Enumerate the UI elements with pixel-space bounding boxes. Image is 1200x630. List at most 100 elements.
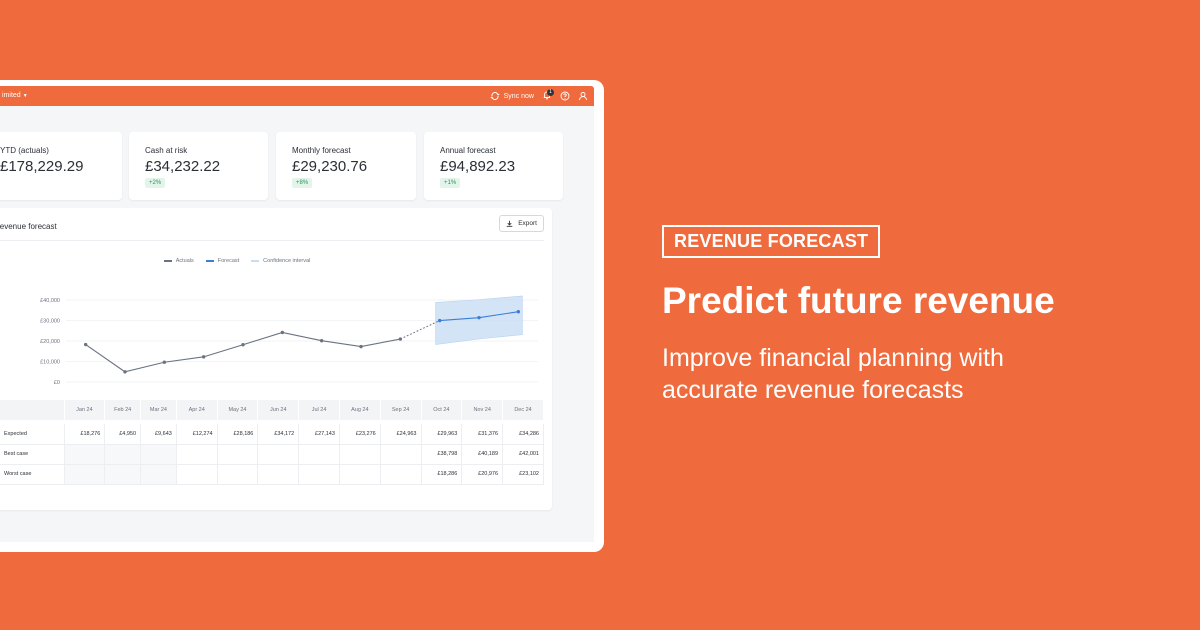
row-label: Expected [0, 424, 65, 445]
table-cell [64, 464, 106, 485]
y-tick-label: £20,000 [40, 339, 60, 345]
notification-badge: 1 [547, 89, 554, 96]
table-cell: £31,376 [461, 424, 504, 445]
table-cell: £28,186 [217, 424, 259, 445]
table-cell [176, 444, 218, 465]
forecast-connector [400, 320, 440, 340]
forecast-point [437, 318, 442, 323]
y-tick-label: £40,000 [40, 298, 60, 304]
table-cell [257, 444, 300, 465]
y-tick-label: £30,000 [40, 319, 60, 325]
table-header-cell: Oct 24 [421, 400, 463, 420]
kpi-change-badge: +8% [292, 178, 313, 188]
divider [0, 240, 544, 241]
table-cell: £34,172 [257, 424, 300, 445]
table-cell: £4,950 [104, 424, 142, 445]
forecast-table: Jan 24 Feb 24 Mar 24 Apr 24 May 24 Jun 2… [0, 400, 544, 485]
export-label: Export [518, 220, 537, 227]
table-cell [104, 444, 142, 465]
legend-item-confidence[interactable]: Confidence interval [251, 258, 310, 264]
table-cell [380, 444, 422, 465]
table-header-cell: Jan 24 [64, 400, 106, 420]
hero-headline: Predict future revenue [662, 280, 1055, 321]
forecast-point [477, 315, 481, 320]
table-cell: £9,643 [140, 424, 177, 445]
hero-subheadline: Improve financial planning with accurate… [662, 344, 1004, 404]
actuals-point [201, 355, 206, 359]
chart-legend: Actuals Forecast Confidence interval [0, 258, 552, 264]
kpi-value: £94,892.23 [440, 158, 516, 175]
table-header-cell: Aug 24 [339, 400, 381, 420]
table-cell [104, 464, 142, 485]
legend-label: Forecast [217, 258, 240, 264]
table-cell: £18,276 [64, 424, 106, 445]
table-cell: £20,976 [461, 464, 504, 485]
table-cell: £24,963 [380, 424, 422, 445]
table-cell [257, 464, 300, 485]
app-screen: imited ▼ Sync now [0, 86, 594, 542]
table-cell [298, 464, 340, 485]
kpi-value: £34,232.22 [145, 158, 221, 175]
legend-swatch [251, 260, 260, 262]
table-cell [339, 464, 381, 485]
kpi-card-cash-at-risk: Cash at risk £34,232.22 +2% [129, 132, 268, 200]
help-icon[interactable] [560, 91, 570, 101]
actuals-line [85, 331, 401, 373]
actuals-point [241, 343, 245, 347]
table-header-cell: Feb 24 [104, 400, 142, 420]
table-cell [339, 444, 381, 465]
table-cell [140, 444, 177, 465]
kpi-label: Cash at risk [145, 146, 188, 155]
table-cell [217, 444, 259, 465]
table-cell: £40,189 [461, 444, 504, 465]
actuals-point [359, 344, 363, 349]
table-header-cell: Apr 24 [176, 400, 218, 420]
kpi-card-ytd: YTD (actuals) £178,229.29 [0, 132, 122, 200]
revenue-forecast-card: Revenue forecast Export Actuals Forecast [0, 208, 552, 510]
table-header-cell: Nov 24 [461, 400, 504, 420]
kpi-card-annual-forecast: Annual forecast £94,892.23 +1% [424, 132, 563, 200]
legend-label: Confidence interval [263, 258, 311, 264]
revenue-line-chart: £0 £10,000 £20,000 £30,000 £40,000 [40, 295, 538, 386]
table-cell: £18,286 [421, 464, 463, 485]
table-cell: £42,001 [502, 444, 544, 465]
actuals-point [319, 339, 324, 343]
actuals-point [162, 360, 167, 364]
legend-swatch [205, 260, 214, 262]
table-cell: £38,798 [421, 444, 463, 465]
confidence-band [435, 295, 523, 345]
table-cell: £29,963 [421, 424, 463, 445]
table-header-cell: Sep 24 [380, 400, 422, 420]
table-cell [298, 444, 340, 465]
kpi-change-badge: +2% [145, 178, 166, 188]
kpi-change-badge: +1% [440, 178, 461, 188]
table-cell: £23,102 [502, 464, 544, 485]
kpi-value: £29,230.76 [292, 158, 368, 175]
sync-icon [490, 91, 500, 101]
table-header-cell [0, 400, 65, 420]
y-tick-label: £0 [54, 380, 60, 386]
export-button[interactable]: Export [499, 215, 544, 232]
notifications-button[interactable]: 1 [542, 89, 554, 102]
legend-item-forecast[interactable]: Forecast [205, 258, 240, 264]
org-switcher[interactable]: imited ▼ [2, 92, 28, 99]
kpi-card-monthly-forecast: Monthly forecast £29,230.76 +8% [276, 132, 416, 200]
card-title: Revenue forecast [0, 222, 57, 231]
top-bar-actions: Sync now 1 [490, 89, 588, 102]
legend-swatch [163, 260, 172, 262]
org-name: imited [2, 92, 21, 99]
sync-label: Sync now [503, 92, 534, 100]
kpi-label: YTD (actuals) [0, 146, 49, 155]
table-header-cell: Jun 24 [257, 400, 300, 420]
sync-button[interactable]: Sync now [490, 91, 534, 101]
row-label: Best case [0, 444, 65, 465]
kpi-label: Monthly forecast [292, 146, 351, 155]
legend-item-actuals[interactable]: Actuals [163, 258, 194, 264]
kpi-label: Annual forecast [440, 146, 496, 155]
actuals-point [280, 330, 285, 335]
table-cell [380, 464, 422, 485]
table-header-cell: Jul 24 [298, 400, 340, 420]
user-icon[interactable] [578, 91, 588, 101]
table-header-cell: Dec 24 [502, 400, 544, 420]
top-bar: imited ▼ Sync now [0, 86, 594, 106]
